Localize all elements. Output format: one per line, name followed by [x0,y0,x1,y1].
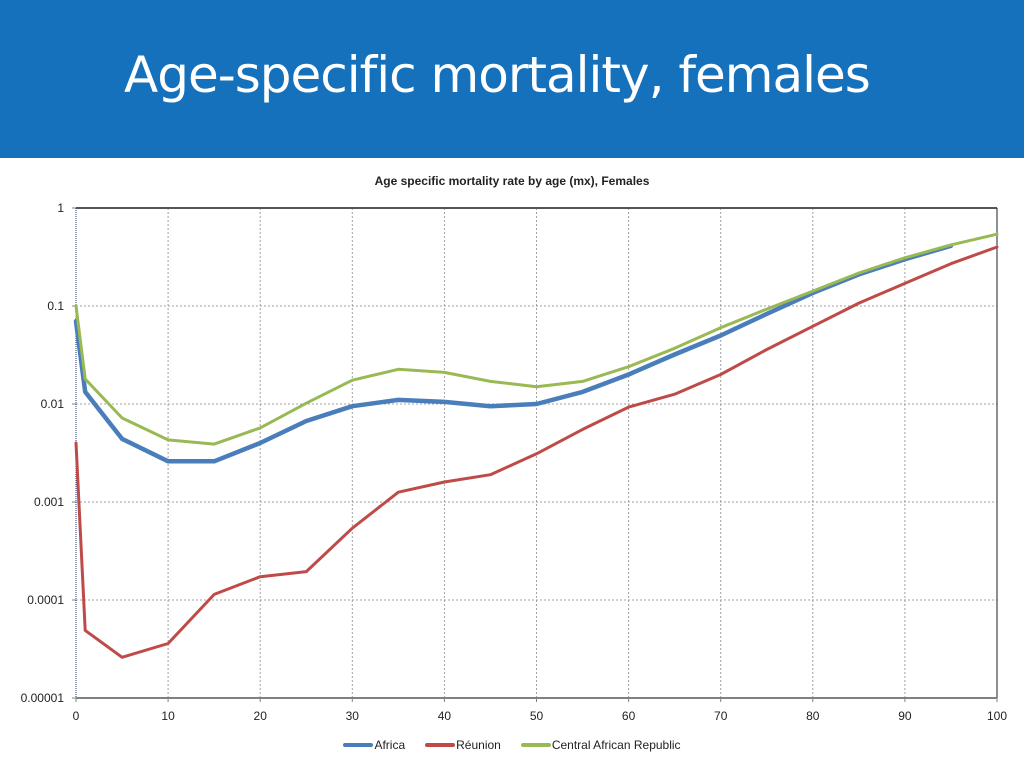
legend-item-reunion: Réunion [425,738,501,752]
legend-item-central-african-republic: Central African Republic [520,738,681,752]
slide-banner: Age-specific mortality, females [0,0,1024,158]
y-tick-label: 1 [57,201,64,215]
x-tick-label: 20 [254,709,268,723]
x-tick-label: 30 [346,709,360,723]
x-tick-label: 100 [987,709,1007,723]
y-tick-label: 0.1 [47,299,64,313]
x-tick-label: 50 [530,709,544,723]
legend-label: Réunion [456,738,501,752]
legend-label: Central African Republic [551,738,681,752]
legend-item-africa: Africa [343,738,405,752]
x-tick-label: 60 [622,709,636,723]
x-tick-label: 40 [438,709,452,723]
legend-swatch [343,743,374,747]
legend-label: Africa [374,738,406,752]
chart-title: Age specific mortality rate by age (mx),… [374,174,650,188]
legend-swatch [425,743,456,747]
x-tick-label: 90 [898,709,912,723]
chart-legend: Africa Réunion Central African Republic [0,738,1024,752]
series-line-reunion [74,245,999,659]
y-tick-label: 0.0001 [27,593,64,607]
y-tick-label: 0.001 [34,495,64,509]
x-tick-label: 10 [161,709,175,723]
x-tick-label: 0 [73,709,80,723]
x-tick-label: 80 [806,709,820,723]
series-line-central-african-republic [74,232,999,446]
series-line-africa [73,243,954,464]
y-tick-label: 0.00001 [21,691,65,705]
slide-title: Age-specific mortality, females [124,46,871,104]
y-tick-label: 0.01 [41,397,65,411]
legend-swatch [520,743,551,747]
x-tick-label: 70 [714,709,728,723]
